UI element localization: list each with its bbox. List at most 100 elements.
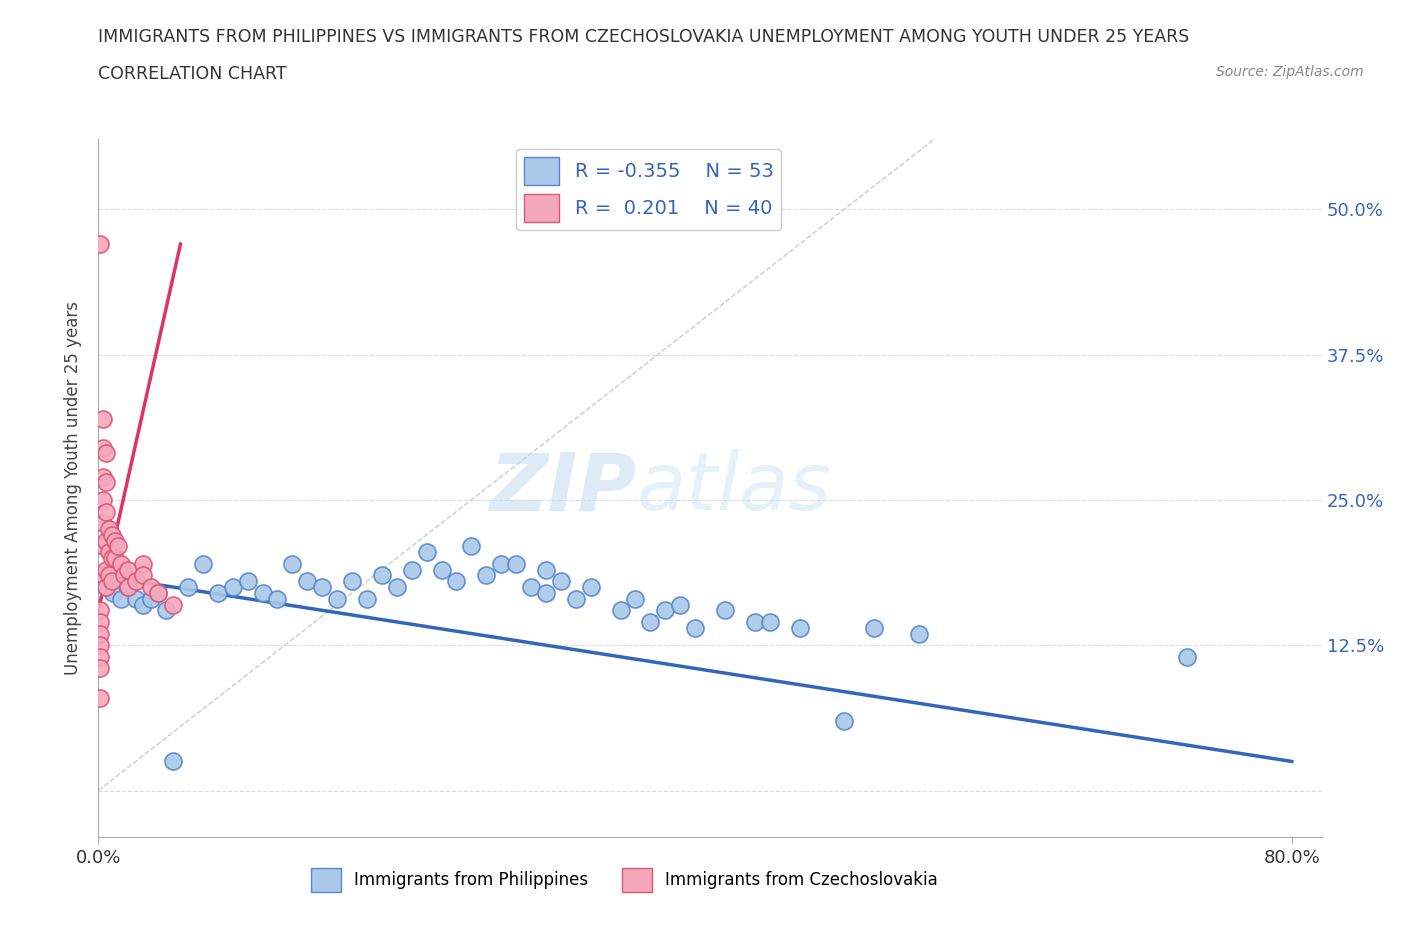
Point: [340, 574, 363, 589]
Point: [565, 591, 588, 606]
Point: [125, 591, 148, 606]
Point: [89, 626, 111, 641]
Text: atlas: atlas: [637, 449, 831, 527]
Point: [146, 586, 169, 601]
Point: [579, 579, 602, 594]
Point: [475, 568, 498, 583]
Point: [94, 579, 117, 594]
Point: [534, 562, 557, 577]
Point: [101, 551, 124, 565]
Point: [89, 638, 111, 653]
Point: [385, 579, 408, 594]
Point: [640, 615, 662, 630]
Point: [91, 493, 114, 508]
Point: [110, 556, 132, 571]
Point: [654, 603, 676, 618]
Point: [162, 597, 184, 612]
Point: [139, 579, 162, 594]
Point: [236, 574, 259, 589]
Point: [505, 556, 527, 571]
Point: [281, 556, 304, 571]
Text: Source: ZipAtlas.com: Source: ZipAtlas.com: [1216, 65, 1364, 79]
Point: [789, 620, 811, 635]
Point: [609, 603, 631, 618]
Text: IMMIGRANTS FROM PHILIPPINES VS IMMIGRANTS FROM CZECHOSLOVAKIA UNEMPLOYMENT AMONG: IMMIGRANTS FROM PHILIPPINES VS IMMIGRANT…: [98, 28, 1189, 46]
Point: [117, 562, 139, 577]
Point: [908, 626, 931, 641]
Point: [221, 579, 243, 594]
Y-axis label: Unemployment Among Youth under 25 years: Unemployment Among Youth under 25 years: [65, 301, 83, 675]
Point: [117, 579, 139, 594]
Point: [624, 591, 647, 606]
Point: [94, 475, 117, 490]
Point: [146, 586, 169, 601]
Point: [89, 237, 111, 252]
Point: [430, 562, 453, 577]
Point: [415, 545, 437, 560]
Point: [534, 586, 557, 601]
Point: [744, 615, 766, 630]
Point: [89, 661, 111, 676]
Point: [132, 556, 155, 571]
Point: [97, 522, 120, 537]
Point: [683, 620, 706, 635]
Point: [311, 579, 333, 594]
Point: [103, 586, 125, 601]
Point: [162, 754, 184, 769]
Point: [139, 591, 162, 606]
Point: [125, 574, 148, 589]
Point: [91, 516, 114, 531]
Point: [101, 527, 124, 542]
Point: [101, 574, 124, 589]
Point: [863, 620, 886, 635]
Point: [94, 562, 117, 577]
Point: [446, 574, 468, 589]
Point: [89, 649, 111, 664]
Point: [297, 574, 319, 589]
Point: [89, 603, 111, 618]
Text: CORRELATION CHART: CORRELATION CHART: [98, 65, 287, 83]
Point: [132, 568, 155, 583]
Point: [94, 533, 117, 548]
Point: [91, 411, 114, 426]
Point: [550, 574, 572, 589]
Point: [94, 446, 117, 461]
Legend: Immigrants from Philippines, Immigrants from Czechoslovakia: Immigrants from Philippines, Immigrants …: [304, 861, 945, 898]
Text: ZIP: ZIP: [489, 449, 637, 527]
Point: [117, 579, 139, 594]
Point: [489, 556, 512, 571]
Point: [401, 562, 423, 577]
Point: [191, 556, 214, 571]
Point: [91, 539, 114, 554]
Point: [758, 615, 780, 630]
Point: [89, 615, 111, 630]
Point: [91, 470, 114, 485]
Point: [714, 603, 737, 618]
Point: [112, 568, 135, 583]
Point: [94, 579, 117, 594]
Point: [356, 591, 378, 606]
Point: [460, 539, 482, 554]
Point: [97, 568, 120, 583]
Point: [91, 440, 114, 455]
Point: [832, 713, 855, 728]
Point: [669, 597, 692, 612]
Point: [132, 597, 155, 612]
Point: [104, 551, 127, 565]
Point: [155, 603, 177, 618]
Point: [252, 586, 274, 601]
Point: [326, 591, 349, 606]
Point: [371, 568, 394, 583]
Point: [1177, 649, 1199, 664]
Point: [177, 579, 200, 594]
Point: [207, 586, 229, 601]
Point: [89, 690, 111, 705]
Point: [110, 591, 132, 606]
Point: [91, 568, 114, 583]
Point: [97, 545, 120, 560]
Point: [104, 533, 127, 548]
Point: [266, 591, 288, 606]
Point: [94, 504, 117, 519]
Point: [520, 579, 543, 594]
Point: [107, 539, 129, 554]
